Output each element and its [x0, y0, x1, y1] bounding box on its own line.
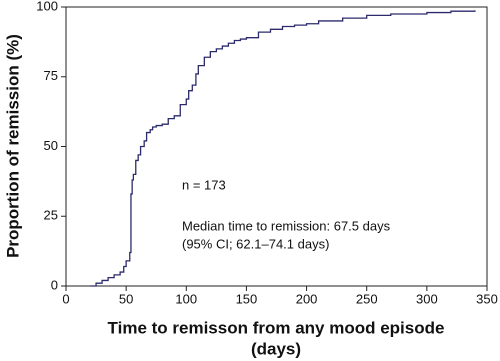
- x-tick-label: 100: [175, 291, 197, 306]
- y-tick-label: 50: [44, 138, 58, 153]
- y-axis-title: Proportion of remission (%): [3, 34, 22, 258]
- x-axis-title: (days): [251, 339, 301, 358]
- x-tick-label: 50: [119, 291, 133, 306]
- annotation: n = 173: [182, 177, 226, 192]
- x-tick-label: 150: [236, 291, 258, 306]
- x-tick-label: 200: [296, 291, 318, 306]
- x-tick-label: 300: [416, 291, 438, 306]
- y-tick-label: 100: [36, 0, 58, 13]
- y-tick-label: 25: [44, 208, 58, 223]
- y-tick-label: 75: [44, 68, 58, 83]
- x-tick-label: 0: [62, 291, 69, 306]
- x-axis-title: Time to remisson from any mood episode: [108, 318, 445, 337]
- annotation: (95% CI; 62.1–74.1 days): [182, 236, 329, 251]
- annotation: Median time to remission: 67.5 days: [182, 218, 391, 233]
- y-tick-label: 0: [51, 277, 58, 292]
- x-tick-label: 350: [476, 291, 498, 306]
- x-tick-label: 250: [356, 291, 378, 306]
- step-line: [90, 10, 476, 287]
